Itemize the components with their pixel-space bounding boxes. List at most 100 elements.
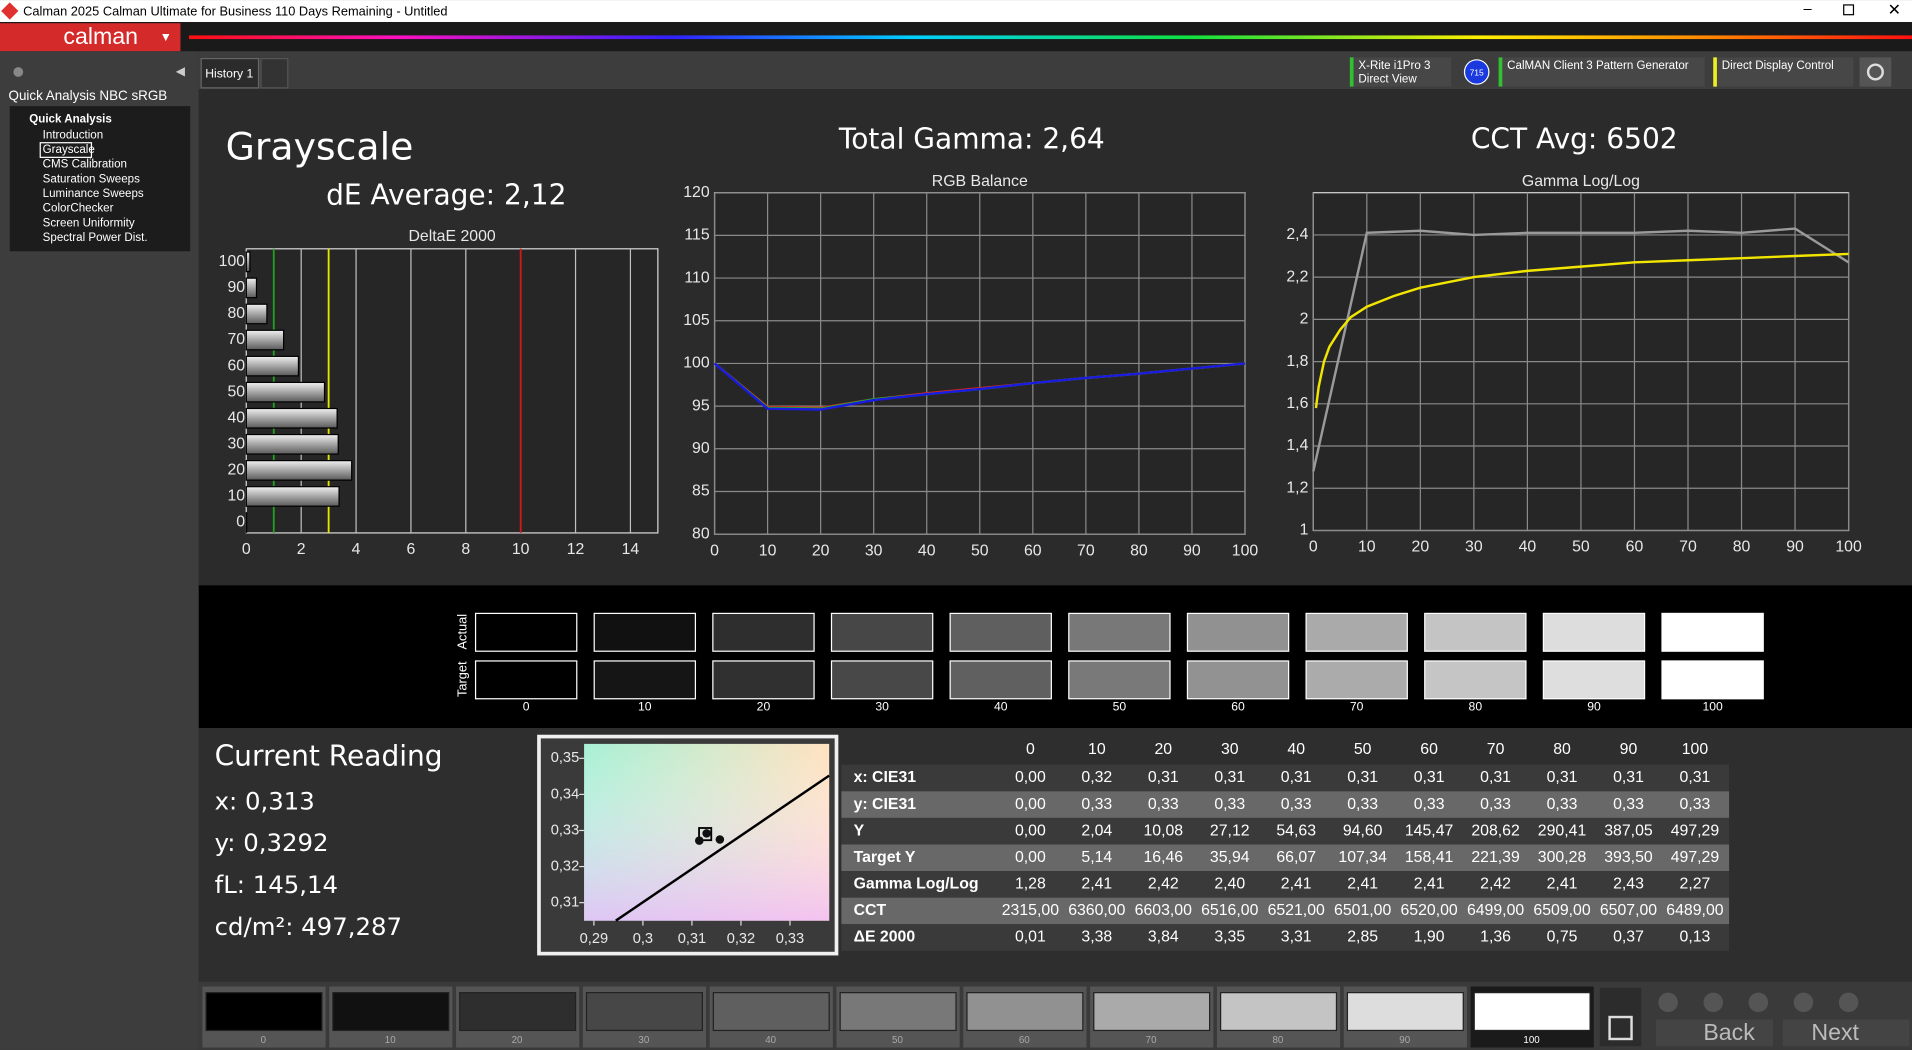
x-tick-label: 30 bbox=[865, 542, 883, 559]
row-label: CCT bbox=[854, 902, 887, 919]
actual-swatch bbox=[713, 613, 814, 651]
column-header: 90 bbox=[1620, 741, 1638, 758]
settings-button[interactable] bbox=[1860, 57, 1892, 86]
patch-color[interactable] bbox=[1221, 993, 1337, 1031]
y-tick-label: 2,2 bbox=[1286, 268, 1308, 285]
patch-color[interactable] bbox=[1094, 993, 1210, 1031]
actual-swatch bbox=[476, 613, 577, 651]
x-tick-label: 50 bbox=[971, 542, 989, 559]
y-tick-label: 1 bbox=[1300, 522, 1309, 539]
target-swatch bbox=[1662, 661, 1763, 699]
patch-color[interactable] bbox=[1474, 993, 1590, 1031]
patch-color[interactable] bbox=[587, 993, 703, 1031]
y-tick-label: 1,6 bbox=[1286, 395, 1308, 412]
x-tick-label: 20 bbox=[812, 542, 830, 559]
tree-item[interactable]: Grayscale bbox=[43, 144, 95, 156]
patch-label[interactable]: 30 bbox=[638, 1035, 649, 1046]
x-tick-label: 30 bbox=[1465, 539, 1483, 556]
patch-label[interactable]: 50 bbox=[892, 1035, 903, 1046]
reading-point bbox=[695, 836, 704, 845]
tree-item[interactable]: Spectral Power Dist. bbox=[43, 232, 148, 244]
loop-button[interactable] bbox=[1794, 993, 1814, 1013]
patch-color[interactable] bbox=[333, 993, 449, 1031]
patch-label[interactable]: 0 bbox=[261, 1035, 267, 1046]
next-label[interactable]: Next bbox=[1811, 1019, 1859, 1045]
patch-label[interactable]: 60 bbox=[1019, 1035, 1030, 1046]
table-cell: 2,85 bbox=[1347, 929, 1378, 946]
patch-color[interactable] bbox=[713, 993, 829, 1031]
table-cell: 208,62 bbox=[1471, 822, 1520, 839]
back-label[interactable]: Back bbox=[1703, 1019, 1755, 1045]
patch-label[interactable]: 90 bbox=[1399, 1035, 1410, 1046]
generator-name[interactable]: CalMAN Client 3 Pattern Generator bbox=[1507, 60, 1689, 72]
table-cell: 94,60 bbox=[1343, 822, 1383, 839]
patch-label[interactable]: 80 bbox=[1272, 1035, 1283, 1046]
reading-line: y: 0,3292 bbox=[215, 828, 329, 857]
patch-label[interactable]: 40 bbox=[765, 1035, 776, 1046]
swatch-label: 70 bbox=[1350, 700, 1364, 714]
tree-item[interactable]: CMS Calibration bbox=[43, 159, 127, 171]
reading-point bbox=[716, 835, 725, 844]
sidebar-collapse[interactable]: ◀ bbox=[176, 64, 186, 78]
meter-mode[interactable]: Direct View bbox=[1358, 73, 1417, 85]
patch-label[interactable]: 20 bbox=[512, 1035, 523, 1046]
column-header: 40 bbox=[1287, 741, 1305, 758]
patch-label[interactable]: 70 bbox=[1146, 1035, 1157, 1046]
display-name[interactable]: Direct Display Control bbox=[1722, 60, 1834, 72]
patch-color[interactable] bbox=[1347, 993, 1463, 1031]
target-swatch bbox=[950, 661, 1051, 699]
table-cell: 0,33 bbox=[1281, 796, 1312, 813]
swatch-label: 50 bbox=[1113, 700, 1127, 714]
tree-item[interactable]: Screen Uniformity bbox=[43, 217, 135, 229]
minimize-button[interactable]: – bbox=[1803, 2, 1812, 18]
table-cell: 0,33 bbox=[1680, 796, 1711, 813]
actual-swatch bbox=[1662, 613, 1763, 651]
patch-label[interactable]: 10 bbox=[385, 1035, 396, 1046]
table-cell: 2,41 bbox=[1347, 876, 1378, 893]
stop-button[interactable] bbox=[1658, 993, 1678, 1013]
target-swatch bbox=[476, 661, 577, 699]
y-tick-label: 110 bbox=[684, 269, 709, 286]
window-title: Calman 2025 Calman Ultimate for Business… bbox=[23, 4, 447, 19]
column-header: 0 bbox=[1026, 741, 1035, 758]
patch-color[interactable] bbox=[206, 993, 322, 1031]
x-tick-label: 10 bbox=[512, 541, 530, 558]
patch-color[interactable] bbox=[460, 993, 576, 1031]
table-cell: 6516,00 bbox=[1201, 902, 1258, 919]
y-tick-label: 80 bbox=[692, 525, 710, 542]
table-cell: 0,33 bbox=[1480, 796, 1511, 813]
sidebar-pin[interactable] bbox=[13, 67, 23, 77]
display-status bbox=[1713, 57, 1717, 86]
patch-label[interactable]: 100 bbox=[1523, 1035, 1540, 1046]
bar bbox=[246, 304, 267, 324]
table-cell: 6603,00 bbox=[1135, 902, 1192, 919]
table-cell: 6520,00 bbox=[1400, 902, 1457, 919]
table-cell: 0,31 bbox=[1414, 769, 1445, 786]
x-tick-label: 10 bbox=[1358, 539, 1376, 556]
x-tick-label: 0 bbox=[710, 542, 719, 559]
patch-color[interactable] bbox=[840, 993, 956, 1031]
play-button[interactable] bbox=[1703, 993, 1723, 1013]
y-tick-label: 0,34 bbox=[551, 786, 579, 802]
target-swatch bbox=[1069, 661, 1170, 699]
row-label: Y bbox=[854, 822, 865, 839]
table-cell: 0,00 bbox=[1015, 796, 1046, 813]
add-tab[interactable] bbox=[261, 59, 288, 88]
tree-item[interactable]: ColorChecker bbox=[43, 203, 114, 215]
table-cell: 2,42 bbox=[1148, 876, 1179, 893]
tab-label[interactable]: History 1 bbox=[205, 67, 253, 81]
save-button[interactable] bbox=[1749, 993, 1769, 1013]
tree-item[interactable]: Introduction bbox=[43, 129, 104, 141]
close-button[interactable]: ✕ bbox=[1888, 2, 1901, 19]
refresh-button[interactable] bbox=[1839, 993, 1859, 1013]
table-cell: 16,46 bbox=[1143, 849, 1183, 866]
column-header: 10 bbox=[1088, 741, 1106, 758]
meter-name[interactable]: X-Rite i1Pro 3 bbox=[1358, 60, 1430, 72]
x-tick-label: 0,32 bbox=[727, 931, 755, 947]
tree-root[interactable]: Quick Analysis bbox=[29, 114, 112, 126]
table-cell: 0,33 bbox=[1547, 796, 1578, 813]
tree-item[interactable]: Luminance Sweeps bbox=[43, 188, 144, 200]
patch-color[interactable] bbox=[967, 993, 1083, 1031]
tree-item[interactable]: Saturation Sweeps bbox=[43, 173, 140, 185]
